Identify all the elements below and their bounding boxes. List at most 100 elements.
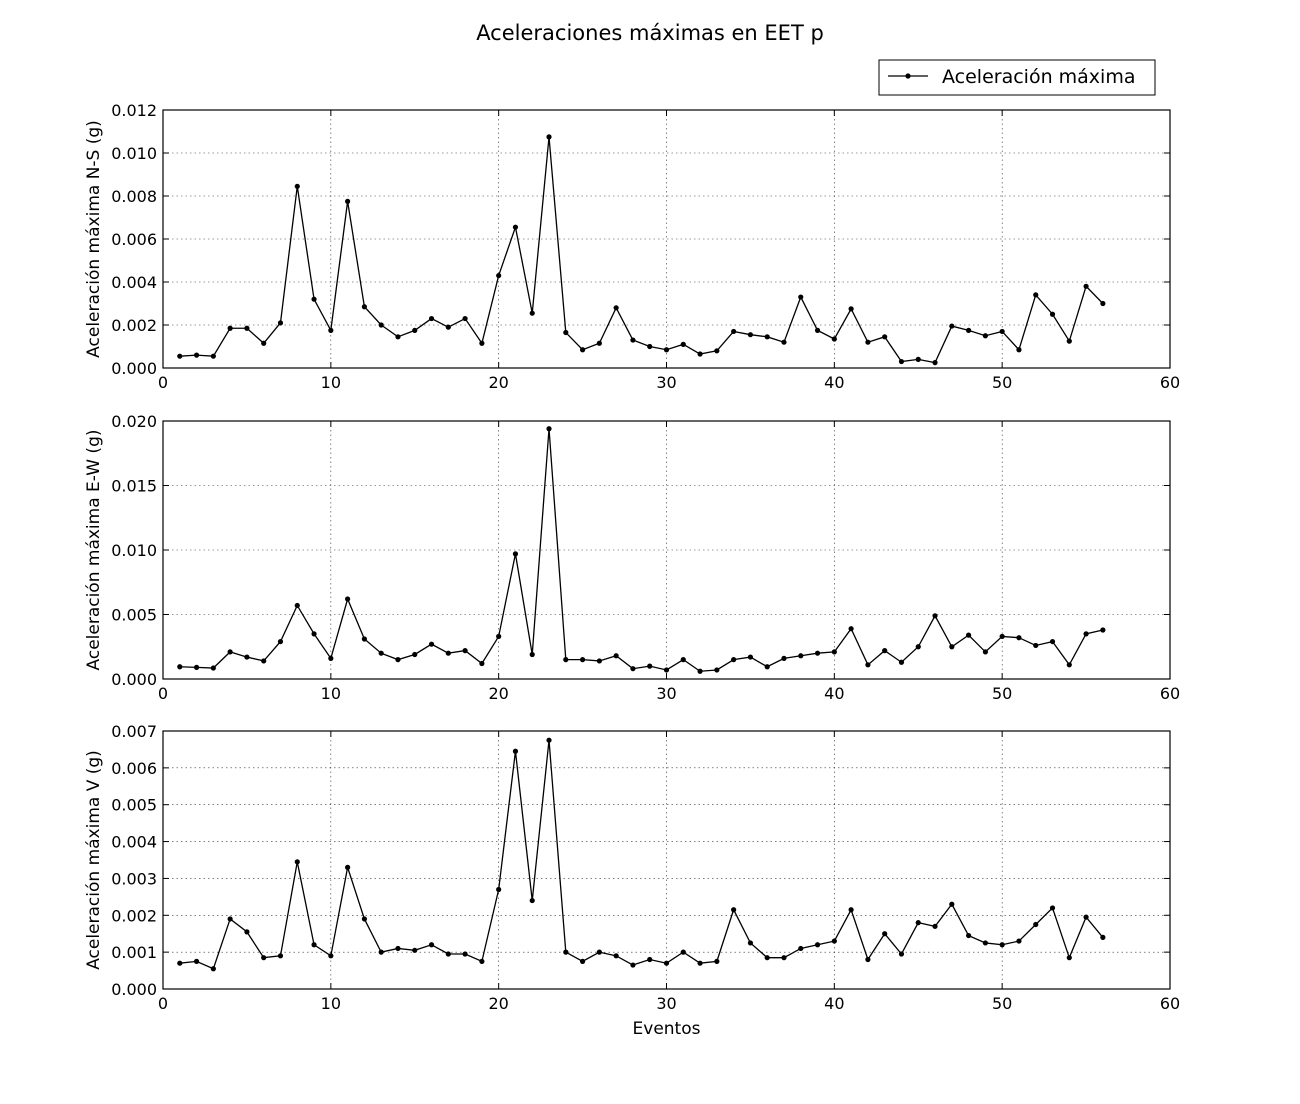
v-data-point <box>915 920 921 926</box>
v-ytick-label: 0.003 <box>111 869 157 888</box>
v-data-point <box>999 942 1005 948</box>
ns-data-point <box>546 134 552 140</box>
v-data-point <box>731 907 737 913</box>
ns-data-point <box>563 329 569 336</box>
v-data-point <box>462 951 468 957</box>
ew-data-point <box>764 664 770 670</box>
v-ytick-label: 0.000 <box>111 980 157 999</box>
v-data-point <box>882 931 888 937</box>
legend-marker-sample <box>905 73 911 79</box>
ew-data-point <box>328 655 334 661</box>
v-data-point <box>311 942 317 948</box>
ew-data-point <box>596 658 602 664</box>
v-data-point <box>848 907 854 913</box>
ew-data-point <box>311 631 317 637</box>
ns-data-point <box>613 305 619 311</box>
ew-data-point <box>479 660 485 667</box>
ew-data-point <box>798 653 804 659</box>
ns-data-point <box>512 224 519 230</box>
panel-ew: 0 10 20 30 40 50 60 0.000 0.005 0.010 0.015 0.020 Ac… <box>84 412 1180 703</box>
ew-data-point <box>647 663 653 669</box>
v-data-point <box>428 942 435 948</box>
ns-data-point <box>798 294 804 300</box>
ns-data-point <box>328 327 334 333</box>
ew-ytick-label: 0.010 <box>111 541 157 560</box>
ew-series-line <box>179 428 1104 672</box>
ew-xtick-label: 10 <box>321 684 341 703</box>
ns-data-point <box>395 334 401 340</box>
v-series-line <box>179 740 1104 970</box>
ns-data-point <box>630 337 636 343</box>
ns-data-point <box>193 352 200 358</box>
ns-data-point <box>210 353 216 359</box>
ns-data-point <box>731 328 737 335</box>
ns-data-point <box>663 347 670 353</box>
v-ytick-label: 0.001 <box>111 943 157 962</box>
ns-ytick-label: 0.004 <box>111 273 157 292</box>
ew-data-point <box>848 626 854 632</box>
ns-data-point <box>898 358 905 365</box>
ew-xtick-label: 40 <box>824 684 844 703</box>
ew-data-point <box>462 648 468 654</box>
ew-data-point <box>865 662 871 668</box>
v-data-point <box>412 947 418 953</box>
v-data-point <box>445 951 451 957</box>
ew-data-point <box>378 650 384 656</box>
v-xtick-label: 60 <box>1160 994 1180 1013</box>
ns-data-point <box>915 356 921 362</box>
ew-data-point <box>210 665 216 671</box>
v-ytick-label: 0.004 <box>111 833 157 852</box>
ew-ytick-label: 0.000 <box>111 670 157 689</box>
v-data-point <box>781 955 787 961</box>
v-data-point <box>563 949 569 955</box>
ns-data-point <box>378 322 384 328</box>
ns-data-point <box>227 325 233 331</box>
ns-data-point <box>1100 300 1106 307</box>
ew-data-point <box>613 653 619 659</box>
v-xtick-label: 50 <box>992 994 1012 1013</box>
v-data-point <box>596 949 602 955</box>
ns-ytick-label: 0.006 <box>111 230 157 249</box>
v-data-point <box>1016 938 1022 944</box>
ns-data-point <box>311 296 317 302</box>
ew-data-point <box>982 649 988 655</box>
v-data-point <box>277 953 284 959</box>
ns-ytick-label: 0.008 <box>111 187 157 206</box>
ew-data-point <box>831 649 837 655</box>
v-data-point <box>294 859 300 865</box>
ew-data-point <box>496 633 502 640</box>
ew-data-point <box>563 657 569 663</box>
ew-data-point <box>697 668 703 674</box>
v-data-point <box>966 932 972 939</box>
ew-data-point <box>412 651 418 658</box>
ns-data-point <box>865 339 871 345</box>
ew-data-point <box>244 654 250 660</box>
ns-data-point <box>680 341 686 347</box>
ns-axes-frame <box>162 109 1171 369</box>
ew-xtick-label: 60 <box>1160 684 1180 703</box>
ns-xtick-label: 40 <box>824 373 844 392</box>
ew-data-point <box>882 648 888 654</box>
ew-data-point <box>949 644 955 650</box>
ns-data-point <box>848 306 854 312</box>
v-data-point <box>177 960 183 966</box>
ns-data-point <box>949 323 955 329</box>
ns-data-point <box>764 334 770 340</box>
ns-data-point <box>814 327 821 333</box>
ns-data-point <box>496 272 502 279</box>
v-data-point <box>697 960 703 966</box>
ns-xtick-label: 20 <box>488 373 508 392</box>
ns-data-point <box>579 347 586 353</box>
ew-data-point <box>361 636 367 642</box>
ns-ytick-label: 0.012 <box>111 101 157 120</box>
ns-data-point <box>361 304 367 310</box>
panel-v: 0 10 20 30 40 50 60 0.000 0.001 0.002 0.003 0.004 0.… <box>84 722 1180 1039</box>
v-data-point <box>932 923 938 929</box>
v-xtick-label: 10 <box>321 994 341 1013</box>
ns-data-point <box>445 324 451 330</box>
ew-data-point <box>395 657 401 663</box>
v-data-point <box>865 956 871 963</box>
v-data-point <box>529 897 535 904</box>
ns-data-point <box>697 351 703 357</box>
